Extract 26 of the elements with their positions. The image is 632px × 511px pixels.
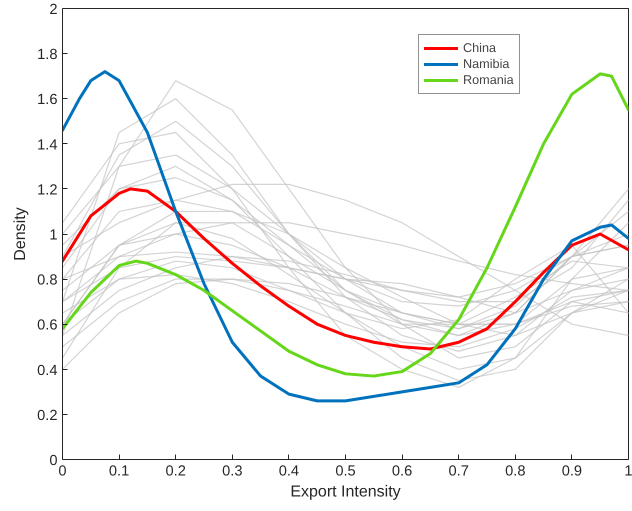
y-tick-label: 0.4 — [37, 362, 58, 379]
x-tick-label: 0.6 — [392, 464, 412, 480]
y-tick-label: 1 — [49, 228, 58, 244]
legend-label: Namibia — [463, 56, 510, 72]
y-tick-label: 2 — [49, 2, 58, 18]
y-tick-label: 1.8 — [37, 47, 58, 64]
x-tick-label: 0.5 — [335, 464, 356, 480]
y-tick-label: 0.2 — [37, 408, 58, 424]
y-axis-title: Density — [12, 207, 30, 261]
y-tick-label: 0 — [49, 453, 58, 469]
x-tick-label: 0.9 — [562, 464, 582, 480]
x-tick-label: 0.7 — [448, 464, 469, 480]
y-tick-label: 1.2 — [37, 182, 58, 198]
x-tick-label: 0.8 — [505, 464, 526, 480]
y-tick-label: 0.8 — [37, 272, 58, 289]
x-tick-label: 1 — [624, 464, 632, 480]
x-tick-label: 0.1 — [108, 464, 130, 480]
y-tick-label: 1.6 — [37, 92, 58, 108]
legend-label: China — [463, 40, 496, 56]
legend-label: Romania — [463, 72, 514, 88]
x-axis-title: Export Intensity — [290, 484, 401, 500]
y-tick-label: 0.6 — [37, 318, 58, 334]
x-tick-label: 0.3 — [222, 464, 242, 480]
x-tick-label: 0.2 — [166, 464, 186, 480]
x-tick-label: 0.4 — [278, 464, 300, 480]
y-tick-label: 1.4 — [37, 137, 58, 154]
